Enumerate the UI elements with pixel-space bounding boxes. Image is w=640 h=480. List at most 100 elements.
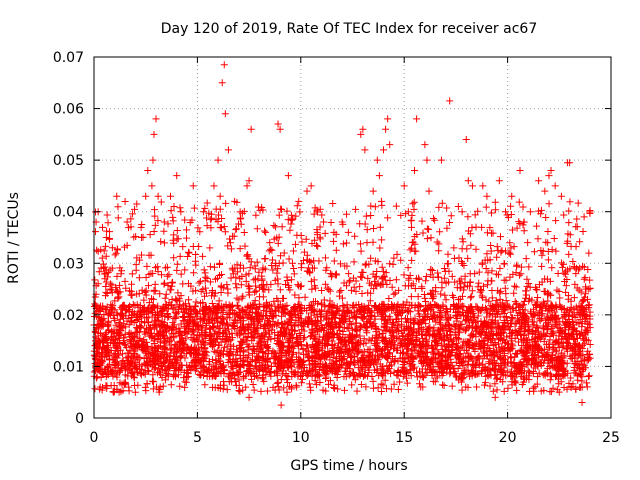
data-point [435, 331, 443, 339]
data-point [172, 372, 180, 380]
data-point [574, 364, 582, 372]
data-point [113, 272, 121, 280]
data-point [491, 350, 499, 358]
data-point [522, 360, 530, 368]
data-point [253, 225, 261, 233]
data-point [215, 341, 223, 349]
data-point [181, 266, 189, 274]
data-point [206, 263, 214, 271]
data-point [135, 274, 143, 282]
data-point [232, 280, 240, 288]
data-point [239, 264, 247, 272]
data-point [395, 309, 403, 317]
data-point [178, 352, 186, 360]
data-point [556, 329, 564, 337]
data-point [224, 325, 232, 333]
data-point [154, 347, 162, 355]
data-point [364, 346, 372, 354]
data-point [208, 373, 216, 381]
data-point [122, 306, 130, 314]
data-point [336, 288, 344, 296]
data-point [122, 284, 130, 292]
data-point [544, 289, 552, 297]
data-point [544, 349, 552, 357]
data-point [172, 296, 180, 304]
data-point [182, 234, 190, 242]
data-point [456, 355, 464, 363]
data-point [563, 345, 571, 353]
data-point [202, 289, 210, 297]
data-point [95, 268, 103, 276]
data-point [516, 219, 524, 227]
data-point [173, 297, 181, 305]
data-point [372, 334, 380, 342]
data-point [266, 330, 274, 338]
data-point [567, 303, 575, 311]
data-point [305, 348, 313, 356]
data-point [570, 263, 578, 271]
data-point [256, 339, 264, 347]
data-point [565, 207, 573, 215]
data-point [248, 308, 256, 316]
data-point [191, 310, 199, 318]
data-point [182, 372, 190, 380]
data-point [243, 340, 251, 348]
data-point [147, 251, 155, 259]
data-point [352, 319, 360, 327]
data-point [456, 329, 464, 337]
data-point [573, 335, 581, 343]
data-point [535, 369, 543, 377]
data-point [321, 340, 329, 348]
data-point [430, 350, 438, 358]
data-point [585, 301, 593, 309]
data-point [119, 350, 127, 358]
data-point [477, 369, 485, 377]
data-point [208, 332, 216, 340]
data-point [107, 368, 115, 376]
data-point [220, 303, 228, 311]
data-point [582, 314, 590, 322]
data-point [91, 276, 99, 284]
data-point [509, 372, 517, 380]
data-point [474, 207, 482, 215]
data-point [408, 256, 416, 264]
data-point [537, 347, 545, 355]
data-point [563, 385, 571, 393]
data-point [405, 274, 413, 282]
data-point [573, 215, 581, 223]
data-point [447, 355, 455, 363]
data-point [437, 324, 445, 332]
data-point [161, 294, 169, 302]
data-point [459, 238, 467, 246]
data-point [554, 320, 562, 328]
data-point [96, 361, 104, 369]
data-point [274, 265, 282, 273]
data-point [150, 286, 158, 294]
data-point [422, 277, 430, 285]
data-point [507, 202, 515, 210]
data-point [504, 384, 512, 392]
data-point [116, 264, 124, 272]
data-point [525, 295, 533, 303]
data-point [183, 226, 191, 234]
data-point [488, 287, 496, 295]
data-point [190, 269, 198, 277]
data-point [340, 386, 348, 394]
data-point [580, 275, 588, 283]
data-point [173, 227, 181, 235]
data-point [119, 301, 127, 309]
data-point [203, 367, 211, 375]
data-point [215, 297, 223, 305]
data-point [140, 296, 148, 304]
data-point [371, 357, 379, 365]
data-point [163, 272, 171, 280]
data-point [443, 204, 451, 212]
data-point [544, 239, 552, 247]
data-point [575, 286, 583, 294]
data-point [493, 253, 501, 261]
data-point [282, 350, 290, 358]
data-point [457, 344, 465, 352]
data-point [349, 302, 357, 310]
data-point [536, 359, 544, 367]
data-point [285, 255, 293, 263]
